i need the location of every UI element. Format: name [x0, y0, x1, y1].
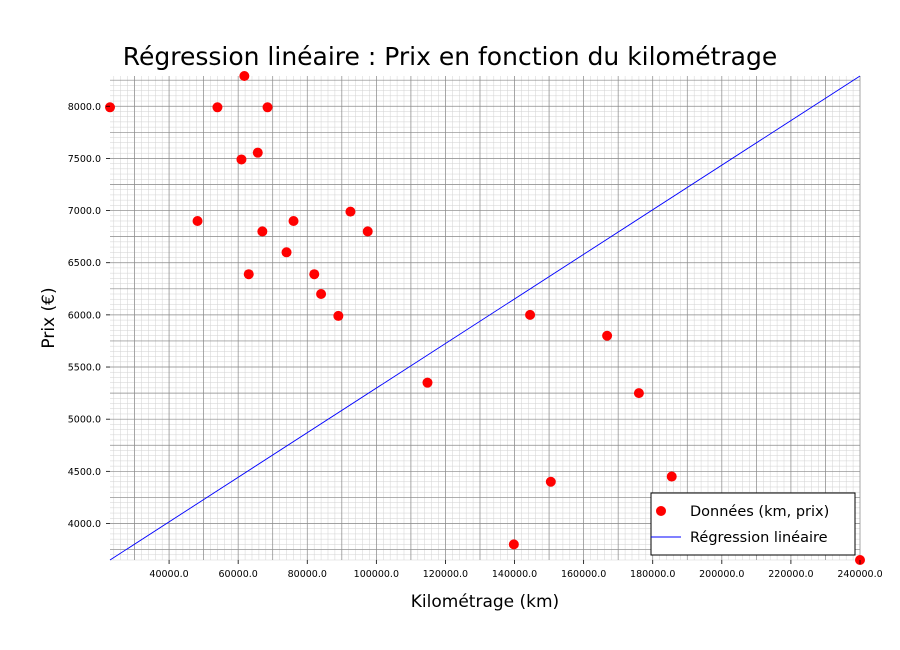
- data-point: [316, 289, 327, 300]
- x-axis-label: Kilométrage (km): [411, 592, 559, 612]
- data-point: [105, 102, 115, 113]
- x-tick-label: 60000.0: [219, 569, 258, 580]
- data-point: [545, 476, 556, 487]
- regression-line: [109, 75, 861, 561]
- data-point: [633, 388, 644, 399]
- x-tick-label: 100000.0: [354, 569, 399, 580]
- data-point: [192, 215, 203, 226]
- data-point: [345, 206, 356, 217]
- data-point: [508, 539, 519, 550]
- data-point: [288, 215, 299, 226]
- y-tick-label: 7000.0: [68, 206, 101, 217]
- data-point: [281, 247, 292, 258]
- plot-series: [105, 71, 865, 565]
- x-tick-label: 180000.0: [630, 569, 675, 580]
- y-tick-label: 7500.0: [68, 154, 101, 165]
- x-tick-label: 200000.0: [699, 569, 744, 580]
- data-point: [236, 154, 247, 165]
- data-point: [262, 102, 273, 113]
- y-axis-label: Prix (€): [39, 287, 59, 348]
- data-point: [243, 269, 254, 280]
- data-point: [252, 147, 263, 158]
- data-point: [309, 269, 320, 280]
- x-tick-label: 120000.0: [423, 569, 468, 580]
- legend-scatter-marker: [656, 506, 666, 516]
- y-tick-label: 4500.0: [68, 467, 101, 478]
- data-point: [212, 102, 223, 113]
- y-tick-label: 6500.0: [68, 258, 101, 269]
- chart-title: Régression linéaire : Prix en fonction d…: [123, 42, 778, 71]
- y-tick-label: 8000.0: [68, 102, 101, 113]
- legend-box: [650, 492, 856, 556]
- y-tick-label: 5500.0: [68, 363, 101, 374]
- y-tick-label: 6000.0: [68, 310, 101, 321]
- y-tick-label: 4000.0: [68, 519, 101, 530]
- minor-grid: [110, 76, 861, 561]
- x-tick-label: 140000.0: [492, 569, 537, 580]
- x-tick-label: 40000.0: [149, 569, 188, 580]
- data-point: [525, 309, 536, 320]
- legend-regression-label: Régression linéaire: [690, 530, 828, 546]
- data-point: [257, 226, 268, 237]
- legend: Données (km, prix) Régression linéaire: [650, 492, 856, 556]
- data-point: [422, 377, 433, 388]
- x-tick-label: 160000.0: [561, 569, 606, 580]
- x-tick-label: 80000.0: [288, 569, 327, 580]
- data-point: [333, 310, 344, 321]
- data-point: [666, 471, 677, 482]
- y-tick-label: 5000.0: [68, 415, 101, 426]
- x-axis-ticks: 40000.0 60000.0 80000.0 100000.0 120000.0 140…: [149, 560, 883, 580]
- x-tick-label: 220000.0: [768, 569, 813, 580]
- data-point: [602, 330, 613, 341]
- legend-scatter-label: Données (km, prix): [690, 504, 829, 520]
- data-point: [362, 226, 373, 237]
- x-tick-label: 240000.0: [837, 569, 882, 580]
- y-axis-ticks: 4000.0 4500.0 5000.0 5500.0 6000.0 6500.0 7000…: [68, 102, 110, 530]
- data-point: [239, 71, 250, 81]
